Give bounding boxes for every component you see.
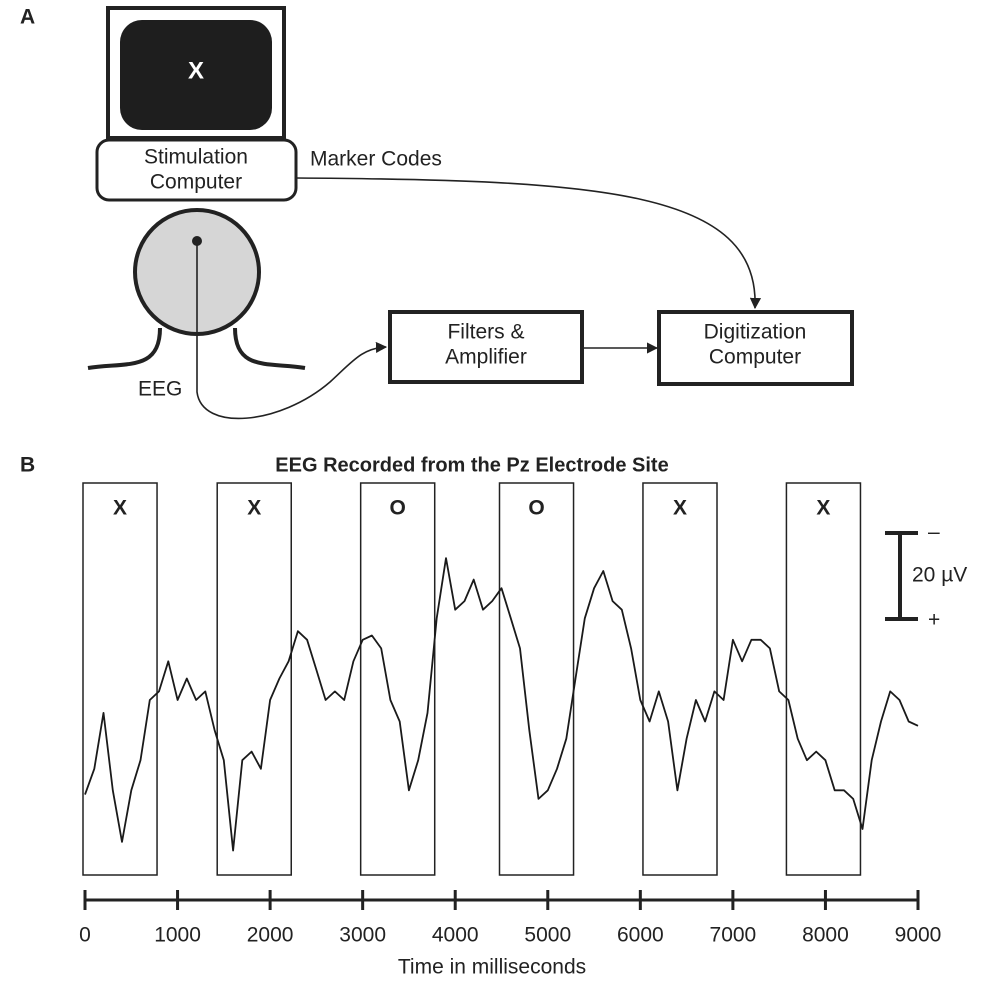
marker-arrow [295,177,762,310]
x-tick-label: 1000 [154,924,201,947]
panel-label: B [20,454,35,477]
box-label: Filters & [447,321,524,344]
marker-codes-label: Marker Codes [310,148,442,171]
stimulus-label: X [816,497,830,520]
x-tick-label: 8000 [802,924,849,947]
stimulus-window [642,482,718,876]
x-tick-label: 4000 [432,924,479,947]
box-label: Amplifier [445,346,527,369]
stimulus-window [216,482,292,876]
scale-bar-top: – [928,521,940,544]
neck [233,327,306,370]
x-tick-label: 2000 [247,924,294,947]
stimulus-label: O [528,497,544,520]
stimulus-label: X [673,497,687,520]
x-tick-label: 5000 [524,924,571,947]
eeg-wire [196,241,388,420]
x-tick-label: 7000 [710,924,757,947]
x-tick-label: 9000 [895,924,942,947]
stimulus-label: O [390,497,406,520]
x-tick-label: 0 [79,924,91,947]
box-label: Stimulation [144,146,248,169]
scale-bar [885,531,918,621]
digitization-computer [657,310,854,386]
x-axis-title: Time in milliseconds [398,956,586,979]
stimulus-window [785,482,862,876]
scale-bar-bottom: + [928,609,940,632]
stimulus-window [82,482,158,876]
box-label: Digitization [704,321,807,344]
stimulus-window [498,482,575,876]
box-label: Computer [709,346,801,369]
x-tick-label: 3000 [339,924,386,947]
stimulus-label: X [113,497,127,520]
panel-label: A [20,6,35,29]
neck [87,327,162,370]
monitor-screen [120,20,272,130]
x-tick-label: 6000 [617,924,664,947]
filters-amplifier [388,310,584,384]
eeg-trace [84,557,919,852]
box-label: Computer [150,171,242,194]
chart-title: EEG Recorded from the Pz Electrode Site [275,454,668,476]
scale-bar-label: 20 µV [912,564,967,587]
monitor-symbol: X [188,57,204,84]
stimulus-label: X [247,497,261,520]
stimulus-window [359,482,436,876]
stimulation-computer [95,138,298,202]
eeg-label: EEG [138,378,182,401]
